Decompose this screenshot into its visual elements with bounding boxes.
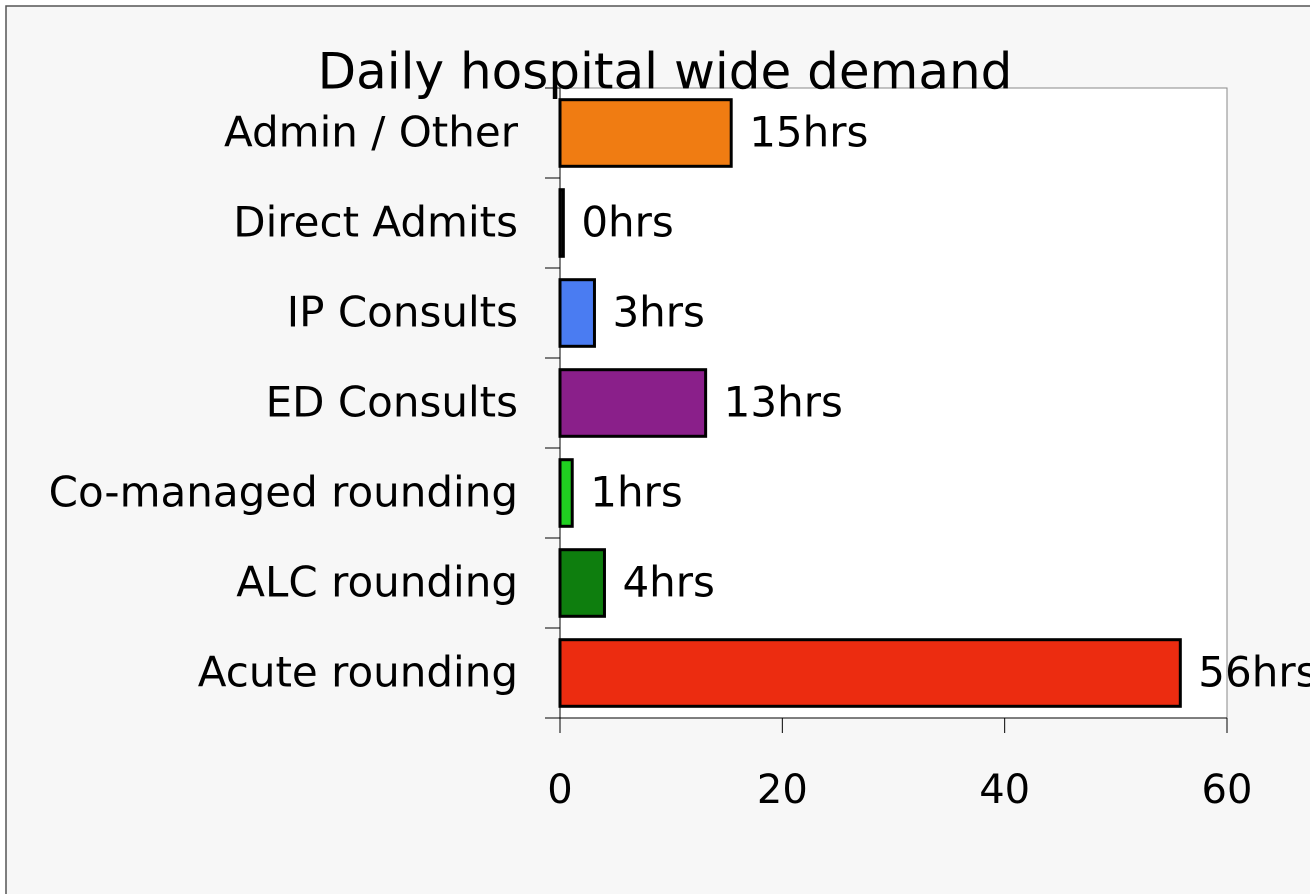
bar (558, 548, 606, 618)
y-tick-label: Admin / Other (224, 108, 519, 157)
value-label: 13hrs (724, 378, 843, 427)
value-label: 1hrs (590, 468, 683, 517)
value-label: 3hrs (612, 288, 705, 337)
x-tick-label: 40 (979, 767, 1030, 813)
y-tick-label: Co-managed rounding (49, 468, 518, 517)
value-label: 4hrs (622, 558, 715, 607)
bar (558, 638, 1182, 708)
bar (558, 278, 596, 348)
value-label: 15hrs (749, 108, 868, 157)
bar (558, 458, 574, 528)
value-label: 0hrs (581, 198, 674, 247)
chart-title: Daily hospital wide demand (318, 43, 1013, 101)
bar (558, 98, 733, 168)
value-label: 56hrs (1198, 648, 1310, 697)
bar (558, 188, 565, 258)
y-tick-label: ALC rounding (236, 558, 518, 607)
x-tick-label: 20 (757, 767, 808, 813)
y-tick-label: Acute rounding (198, 648, 518, 697)
x-tick-label: 0 (547, 767, 572, 813)
x-tick-label: 60 (1202, 767, 1253, 813)
y-tick-label: ED Consults (266, 378, 518, 427)
y-tick-label: IP Consults (287, 288, 518, 337)
y-tick-label: Direct Admits (233, 198, 518, 247)
bar (558, 368, 708, 438)
